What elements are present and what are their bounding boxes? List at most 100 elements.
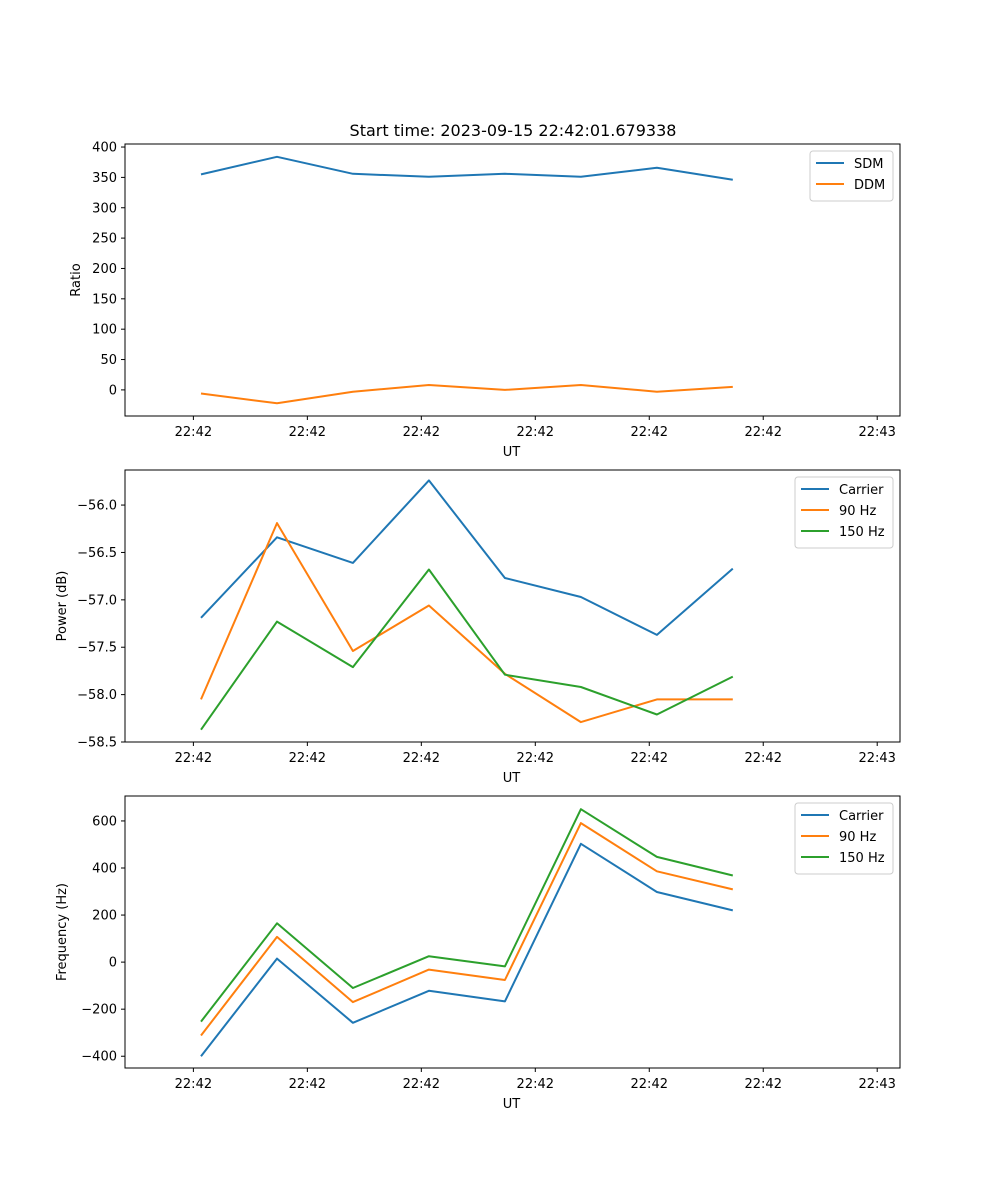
data-point [580,822,582,824]
x-tick-label: 22:42 [289,425,326,440]
data-point [428,955,430,957]
data-point [200,617,202,619]
x-tick-label: 22:42 [745,751,782,766]
legend-label: 150 Hz [839,851,885,866]
y-axis-label: Frequency (Hz) [55,883,70,981]
series-line-carrier [200,842,734,1057]
data-point [504,979,506,981]
data-point [656,856,658,858]
legend-label: 90 Hz [839,504,876,519]
data-point [276,402,278,404]
x-tick-label: 22:42 [517,1077,554,1092]
data-point [732,179,734,181]
y-tick-label: 200 [92,262,117,277]
y-tick-label: 50 [100,353,117,368]
data-point [504,1000,506,1002]
panel-3: 22:42 22:42 22:42 22:42 22:42 22:42 22:43 −400 −… [55,795,901,1112]
data-point [200,1021,202,1023]
data-point [504,965,506,967]
data-point [352,1001,354,1003]
data-point [276,621,278,623]
data-point [656,891,658,893]
x-axis-label: UT [503,445,521,460]
data-point [504,674,506,676]
data-point [352,650,354,652]
x-tick-label: 22:43 [858,425,895,440]
data-point [428,176,430,178]
y-tick-label: 600 [92,814,117,829]
y-tick-label: −58.5 [77,736,117,751]
y-tick-label: 300 [92,201,117,216]
data-point [656,714,658,716]
legend-label: DDM [854,178,885,193]
plot-frame [124,795,901,1069]
series-line-90-hz [200,522,733,724]
data-point [732,676,734,678]
x-tick-label: 22:42 [517,425,554,440]
y-tick-label: −56.0 [77,499,117,514]
data-point [656,167,658,169]
legend-label: Carrier [839,483,884,498]
data-point [504,173,506,175]
data-point [732,568,734,570]
data-point [580,384,582,386]
legend: SDM DDM [809,150,894,202]
x-tick-label: 22:43 [858,751,895,766]
data-point [732,909,734,911]
y-tick-label: −56.5 [77,546,117,561]
legend-label: 150 Hz [839,525,885,540]
data-point [504,577,506,579]
data-point [656,870,658,872]
data-point [276,922,278,924]
legend: Carrier 90 Hz 150 Hz [794,476,894,549]
y-tick-label: 100 [92,323,117,338]
y-tick-label: 400 [92,862,117,877]
data-point [656,391,658,393]
data-point [656,634,658,636]
data-point [428,479,430,481]
legend-label: 90 Hz [839,830,876,845]
x-tick-label: 22:42 [289,751,326,766]
x-tick-label: 22:42 [403,751,440,766]
data-point [276,958,278,960]
x-tick-label: 22:42 [175,425,212,440]
data-point [352,666,354,668]
y-tick-label: 250 [92,232,117,247]
x-axis-label: UT [503,771,521,786]
x-tick-label: 22:42 [175,751,212,766]
data-point [200,393,202,395]
y-axis-label: Power (dB) [55,571,70,642]
x-tick-label: 22:43 [858,1077,895,1092]
y-axis-label: Ratio [69,263,84,296]
data-point [200,729,202,731]
y-tick-label: 0 [109,956,117,971]
series-line-150-hz [200,808,734,1023]
y-tick-label: −200 [81,1003,117,1018]
y-tick-label: −57.5 [77,641,117,656]
y-tick-label: 150 [92,292,117,307]
x-tick-label: 22:42 [175,1077,212,1092]
plot-frame [124,469,901,743]
data-point [580,176,582,178]
series-line-150-hz [200,568,734,731]
data-point [656,698,658,700]
data-point [276,536,278,538]
data-point [352,173,354,175]
data-point [428,569,430,571]
legend-label: SDM [854,157,883,172]
data-point [504,389,506,391]
chart-title: Start time: 2023-09-15 22:42:01.679338 [350,121,677,140]
data-point [276,936,278,938]
x-tick-label: 22:42 [403,1077,440,1092]
y-tick-label: 400 [92,141,117,156]
data-point [352,391,354,393]
y-tick-label: 200 [92,909,117,924]
x-tick-label: 22:42 [403,425,440,440]
data-point [580,686,582,688]
y-tick-label: −58.0 [77,688,117,703]
data-point [580,721,582,723]
x-tick-label: 22:42 [631,425,668,440]
data-point [580,843,582,845]
data-point [200,173,202,175]
data-point [428,990,430,992]
